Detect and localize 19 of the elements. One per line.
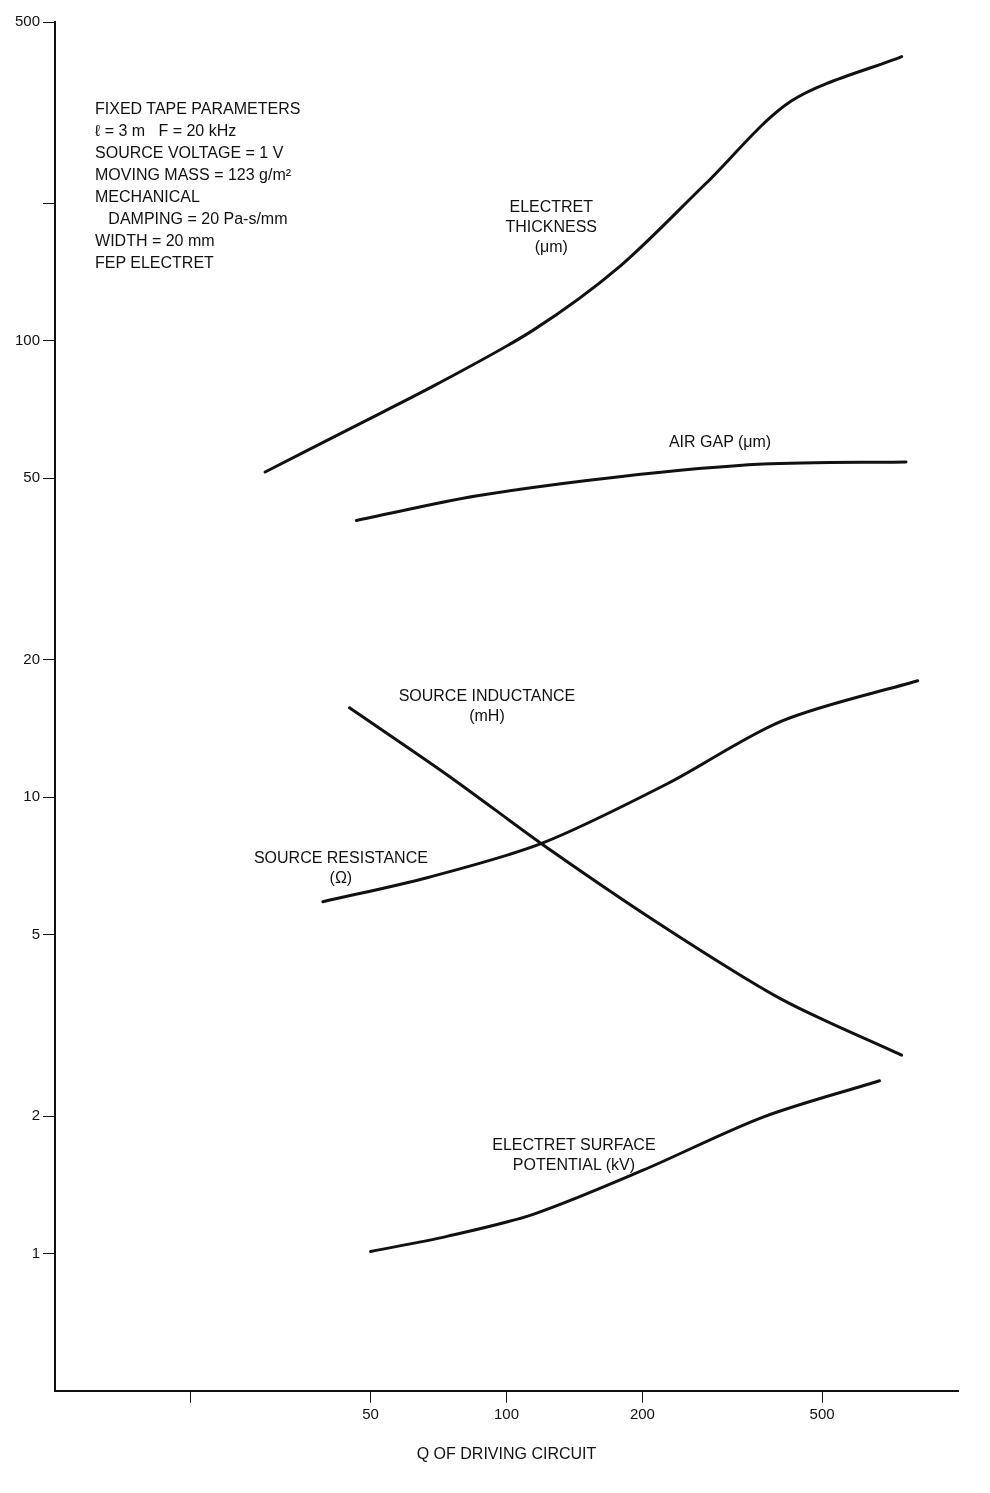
y-tick-label: 50 — [23, 468, 41, 486]
y-tick-label: 5 — [31, 924, 41, 942]
x-axis-title: Q OF DRIVING CIRCUIT — [416, 1444, 597, 1462]
x-tick-label: 100 — [494, 1404, 520, 1422]
y-tick-label: 100 — [15, 331, 41, 349]
x-tick-label: 500 — [809, 1404, 835, 1422]
series-label: SOURCE RESISTANCE (Ω) — [253, 849, 428, 887]
y-tick-label: 500 — [15, 12, 41, 30]
y-tick-label: 2 — [31, 1106, 41, 1124]
y-tick-label: 1 — [31, 1243, 41, 1261]
y-tick-label: 20 — [23, 649, 41, 667]
series-label: SOURCE INDUCTANCE (mH) — [398, 687, 576, 725]
x-tick-label: 50 — [362, 1404, 379, 1422]
series-label: ELECTRET THICKNESS (μm) — [505, 197, 598, 255]
annotation: FIXED TAPE PARAMETERS ℓ = 3 m F = 20 kHz SOURCE VOLTAGE = 1 V MOVING MASS = 123 g/m² MECHANICAL DAMPING = 20 Pa-s/mm WIDTH = 20 mm FEP ELECTRET — [95, 100, 301, 272]
series-label: ELECTRET SURFACE POTENTIAL (kV) — [492, 1136, 656, 1174]
x-tick-label: 200 — [629, 1404, 655, 1422]
series-label: AIR GAP (μm) — [668, 432, 772, 450]
y-tick-label: 10 — [23, 787, 41, 805]
